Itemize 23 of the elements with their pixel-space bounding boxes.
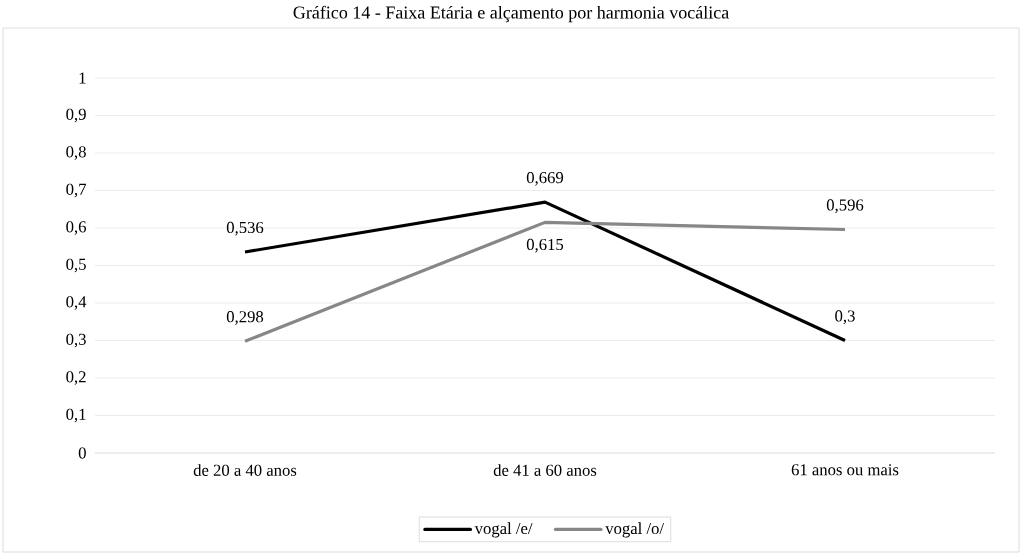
data-label: 0,3 [835,310,855,325]
y-tick-label: 0,2 [66,371,86,385]
y-tick-label: 0,9 [66,108,86,123]
data-label: 0,669 [526,171,564,186]
y-tick-label: 0,6 [66,221,87,235]
chart-title: Gráfico 14 - Faixa Etária e alçamento por harmonia vocálica [293,5,729,23]
y-tick-label: 0,1 [66,408,86,423]
y-tick-label: 0,7 [66,183,87,198]
y-tick-label: 0,4 [66,296,87,310]
x-tick-label: de 20 a 40 anos [193,464,297,476]
y-tick-label: 0 [78,447,86,459]
y-tick-label: 0,5 [66,258,86,273]
y-tick-label: 1 [79,72,86,84]
legend-label: vogal /e/ [474,522,533,538]
y-tick-label: 0,8 [66,146,86,160]
data-label: 0,536 [226,221,264,236]
data-label: 0,596 [826,199,864,214]
x-tick-label: 61 anos ou mais [791,464,899,476]
legend-label: vogal /o/ [605,522,665,538]
data-label: 0,615 [526,238,564,253]
data-label: 0,298 [226,311,264,325]
y-tick-label: 0,3 [66,333,86,348]
x-tick-label: de 41 a 60 anos [493,464,597,476]
